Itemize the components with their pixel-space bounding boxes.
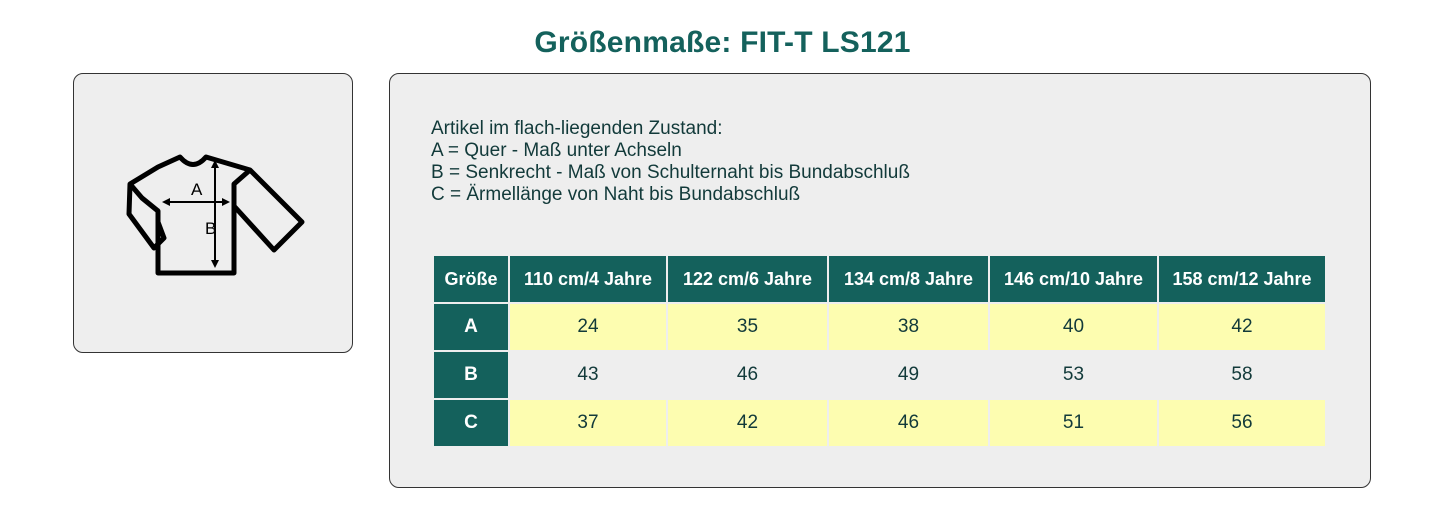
table-cell: 37 bbox=[510, 400, 666, 446]
header-column: 110 cm/4 Jahre bbox=[510, 256, 666, 302]
header-column: 122 cm/6 Jahre bbox=[668, 256, 827, 302]
table-row: C 37 42 46 51 56 bbox=[434, 400, 1325, 446]
header-size: Größe bbox=[434, 256, 508, 302]
label-b: B bbox=[205, 219, 216, 238]
table-cell: 24 bbox=[510, 304, 666, 350]
table-cell: 49 bbox=[829, 352, 988, 398]
description-line: Artikel im flach-liegenden Zustand: bbox=[431, 118, 723, 139]
table-cell: 46 bbox=[668, 352, 827, 398]
table-row: A 24 35 38 40 42 bbox=[434, 304, 1325, 350]
info-panel: Artikel im flach-liegenden Zustand: A = … bbox=[389, 73, 1371, 488]
table-row: B 43 46 49 53 58 bbox=[434, 352, 1325, 398]
table-cell: 38 bbox=[829, 304, 988, 350]
table-cell: 53 bbox=[990, 352, 1157, 398]
table-cell: 58 bbox=[1159, 352, 1325, 398]
row-label: B bbox=[434, 352, 508, 398]
description-line: B = Senkrecht - Maß von Schulternaht bis… bbox=[431, 162, 910, 183]
page-title: Größenmaße: FIT-T LS121 bbox=[534, 26, 911, 59]
table-cell: 35 bbox=[668, 304, 827, 350]
label-a: A bbox=[191, 180, 203, 199]
size-table: Größe 110 cm/4 Jahre 122 cm/6 Jahre 134 … bbox=[432, 254, 1327, 448]
table-cell: 46 bbox=[829, 400, 988, 446]
description-line: A = Quer - Maß unter Achseln bbox=[431, 140, 682, 161]
table-cell: 42 bbox=[1159, 304, 1325, 350]
illustration-panel: A B bbox=[73, 73, 353, 353]
description-line: C = Ärmellänge von Naht bis Bundabschluß bbox=[431, 184, 801, 205]
header-column: 146 cm/10 Jahre bbox=[990, 256, 1157, 302]
table-cell: 51 bbox=[990, 400, 1157, 446]
table-cell: 40 bbox=[990, 304, 1157, 350]
header-column: 134 cm/8 Jahre bbox=[829, 256, 988, 302]
table-cell: 42 bbox=[668, 400, 827, 446]
description: Artikel im flach-liegenden Zustand: A = … bbox=[431, 118, 910, 206]
row-label: C bbox=[434, 400, 508, 446]
header-column: 158 cm/12 Jahre bbox=[1159, 256, 1325, 302]
longsleeve-shirt-measurement-icon: A B bbox=[126, 154, 305, 276]
row-label: A bbox=[434, 304, 508, 350]
table-cell: 43 bbox=[510, 352, 666, 398]
table-cell: 56 bbox=[1159, 400, 1325, 446]
table-header-row: Größe 110 cm/4 Jahre 122 cm/6 Jahre 134 … bbox=[434, 256, 1325, 302]
